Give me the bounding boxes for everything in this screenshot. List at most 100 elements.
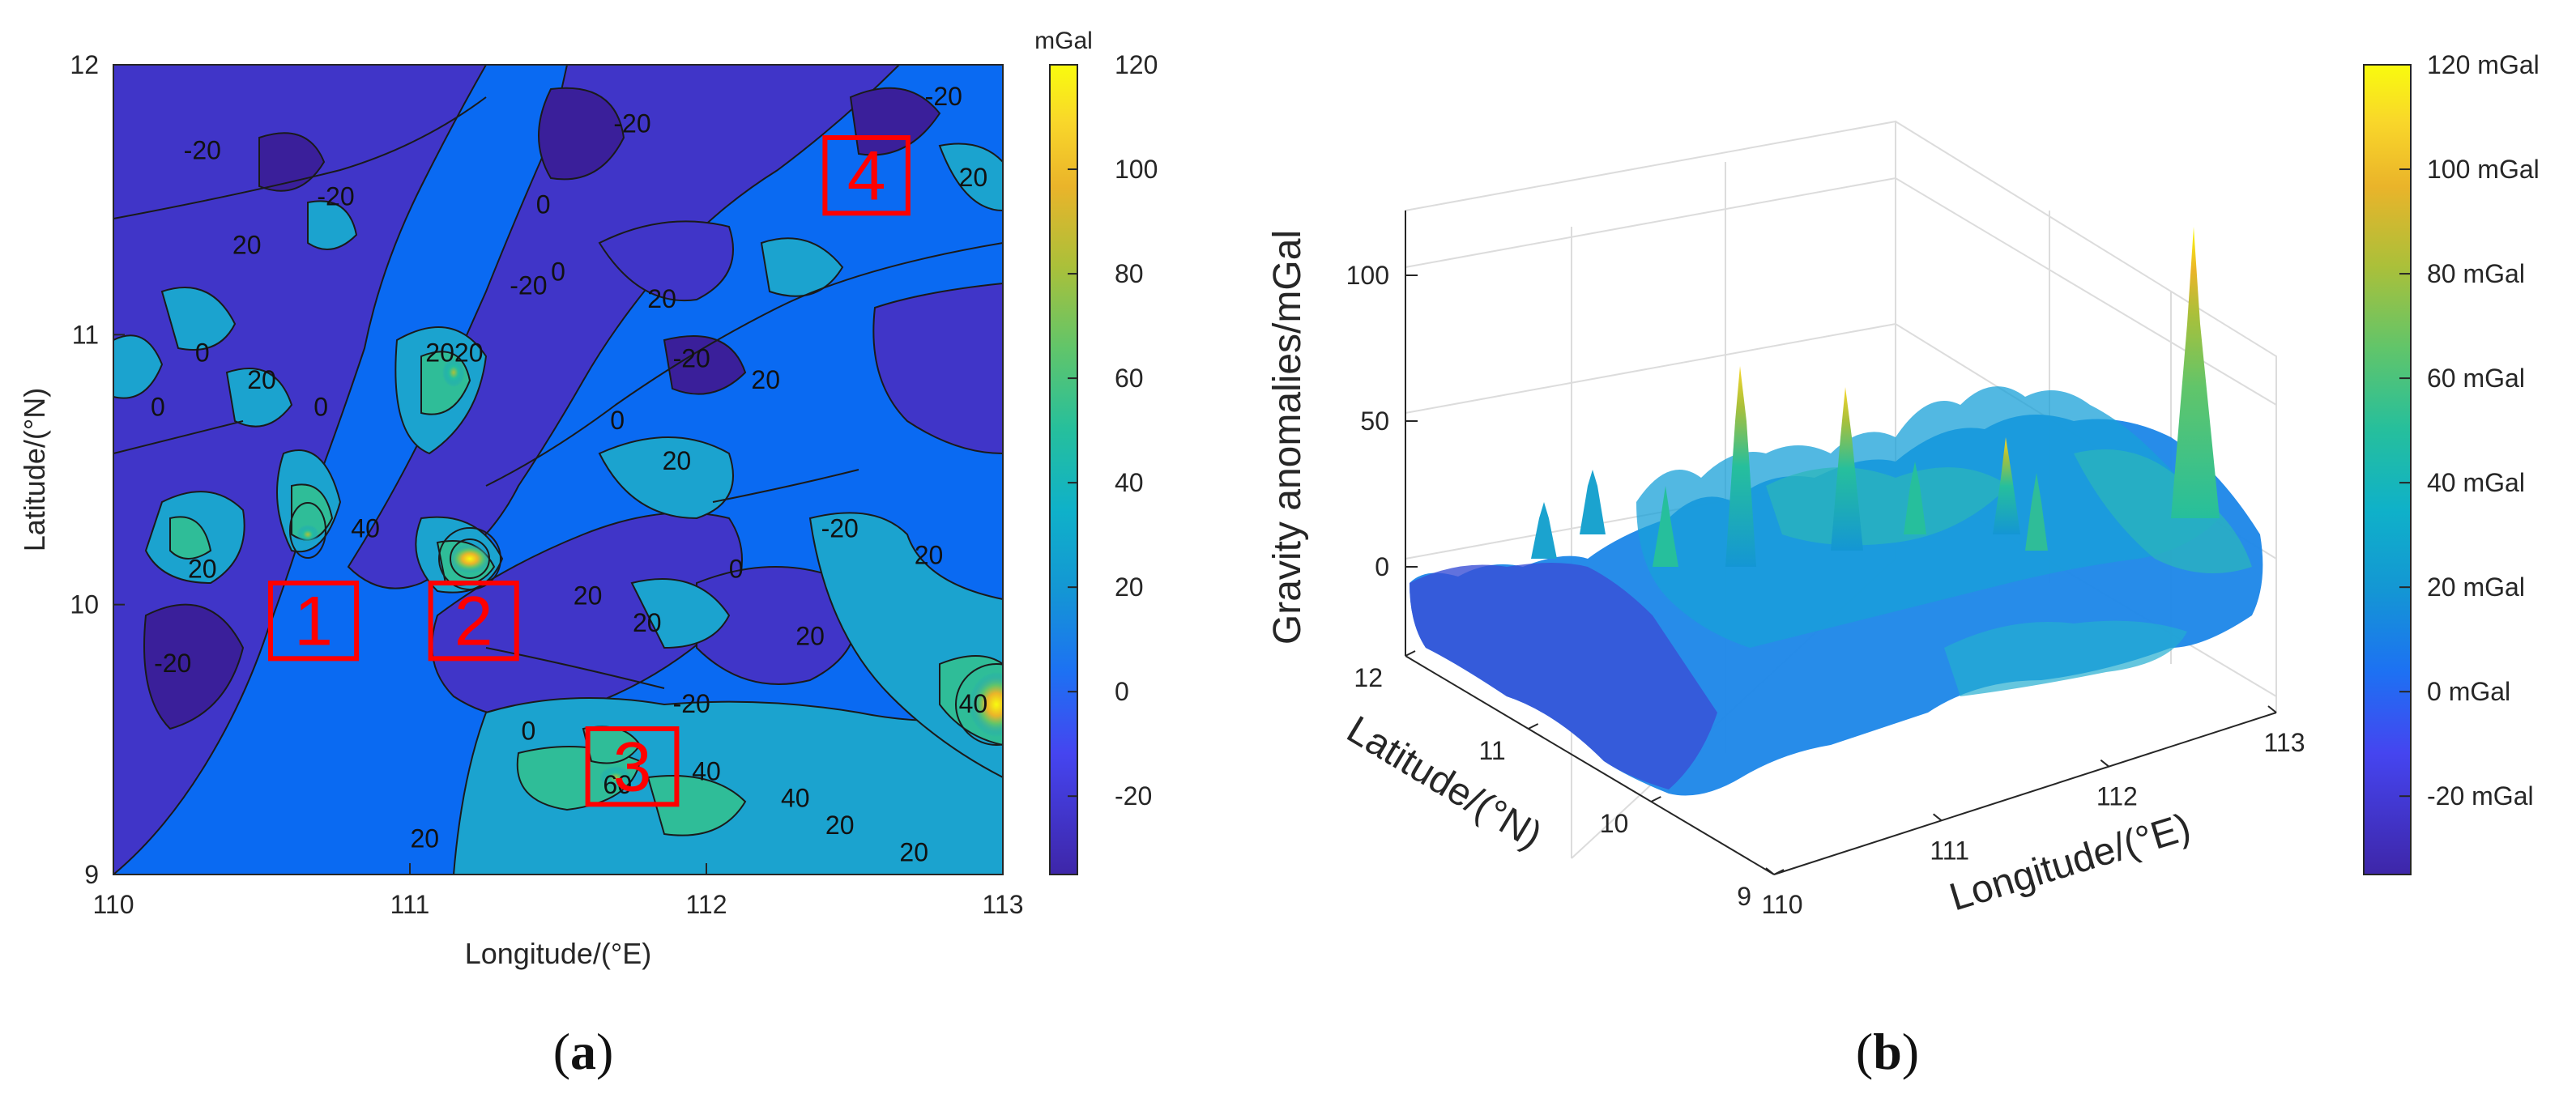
peak-west <box>296 525 319 544</box>
contour-label: 20 <box>751 365 780 394</box>
contour-label: 0 <box>522 716 536 745</box>
peak-box3 <box>599 766 632 789</box>
contour-label: -20 <box>510 270 547 300</box>
contour-label: 0 <box>195 338 210 368</box>
surface-y-tick-label: 9 <box>1737 882 1751 911</box>
map-y-axis-label: Latitude/(°N) <box>18 388 51 551</box>
surface-z-tick-label: 0 <box>1375 552 1389 581</box>
surface-y-tick-mark <box>1773 869 1785 875</box>
contour-label: 40 <box>351 513 380 543</box>
contour-label: -20 <box>317 181 354 211</box>
contour-label: -20 <box>925 82 962 111</box>
study-box-label: 4 <box>847 138 886 215</box>
study-box-label: 2 <box>454 583 493 661</box>
peak-east <box>969 672 1003 737</box>
map-colorbar-tick-label: 120 <box>1115 50 1158 79</box>
map-x-axis-label: Longitude/(°E) <box>465 937 652 970</box>
spike-mid <box>1993 437 2020 534</box>
contour-label: 20 <box>959 163 988 192</box>
panel-b-surface-plot: 0 50 100 9 10 11 12 110 111 112 113 Gravity anomal… <box>1266 50 2540 919</box>
surface-colorbar-tick-label: 100 mGal <box>2427 155 2540 184</box>
contour-label: 20 <box>188 554 217 583</box>
map-colorbar-tick-label: 60 <box>1115 364 1144 393</box>
map-colorbar-tick-label: 80 <box>1115 259 1144 288</box>
study-box-label: 1 <box>294 583 333 661</box>
contour-label: 20 <box>247 365 276 394</box>
study-box-layer: 1 2 3 4 <box>267 135 911 807</box>
surface-colorbar-tick-label: 80 mGal <box>2427 259 2525 288</box>
panel-b-caption: (b) <box>1856 1023 1919 1080</box>
surface-axis-ticks: 0 50 100 9 10 11 12 110 111 112 113 <box>1346 261 2305 919</box>
spike-box1 <box>1725 366 1756 567</box>
map-colorbar-tick-label: 20 <box>1115 572 1144 602</box>
contour-label: 60 <box>603 770 632 799</box>
surface-x-tick-label: 111 <box>1930 836 1969 865</box>
spike-mid4 <box>1904 462 1926 534</box>
surface-colorbar-tick-label: 20 mGal <box>2427 572 2525 602</box>
surface-x-axis-label: Longitude/(°E) <box>1945 806 2195 920</box>
surface-colorbar-tick-label: 120 mGal <box>2427 50 2540 79</box>
surface-x-tick-mark <box>2100 759 2109 768</box>
surface-y-tick-mark <box>1650 796 1661 802</box>
contour-label: 20 <box>232 230 262 259</box>
surface-colorbar-tick-label: -20 mGal <box>2427 781 2534 811</box>
contour-label: 40 <box>781 784 810 813</box>
contour-label: 20 <box>647 284 676 313</box>
surface-z-tick-label: 50 <box>1360 406 1389 436</box>
map-colorbar <box>1049 64 1078 875</box>
map-colorbar-ticks: -20 0 20 40 60 80 100 120 <box>1068 50 1158 811</box>
contour-label: 2020 <box>425 338 483 368</box>
study-box-label: 3 <box>613 729 652 806</box>
surface-y-axis-label: Latitude/(°N) <box>1340 708 1550 857</box>
contour-label: 20 <box>915 541 944 570</box>
surface-x-tick-mark <box>1933 813 1943 822</box>
contour-label: 20 <box>663 446 692 475</box>
map-y-tick-label: 10 <box>70 590 99 619</box>
study-box-2 <box>428 581 519 662</box>
contour-label: 20 <box>574 581 603 611</box>
contour-label: 20 <box>795 622 825 651</box>
map-colorbar-unit: mGal <box>1034 28 1093 54</box>
surface-colorbar-tick-label: 0 mGal <box>2427 677 2510 706</box>
contour-label: -20 <box>613 109 650 138</box>
contour-label: -20 <box>184 136 221 165</box>
surface-y-tick-label: 12 <box>1354 663 1383 692</box>
contour-label: 40 <box>959 689 988 718</box>
surface-y-tick-label: 11 <box>1478 736 1505 765</box>
surface-z-tick-label: 100 <box>1346 261 1389 290</box>
contour-label: 20 <box>633 608 662 637</box>
surface-colorbar <box>2363 64 2412 875</box>
contour-label: 0 <box>536 189 551 219</box>
spike-east <box>2171 227 2220 518</box>
contour-label: -20 <box>154 649 191 678</box>
map-x-tick-label: 112 <box>685 890 727 919</box>
contour-label: 20 <box>411 824 440 853</box>
surface-x-tick-label: 112 <box>2096 782 2138 811</box>
map-y-tick-label: 9 <box>84 860 99 889</box>
surface-colorbar-ticks: 120 mGal 100 mGal 80 mGal 60 mGal 40 mGal 20 … <box>2399 50 2540 811</box>
map-colorbar-tick-label: 0 <box>1115 677 1129 706</box>
contour-label: -20 <box>821 513 859 543</box>
peak-north <box>442 358 465 387</box>
map-colorbar-tick-label: -20 <box>1115 781 1152 811</box>
contour-label: 0 <box>551 257 565 287</box>
contour-label: 40 <box>692 756 721 785</box>
map-x-tick-label: 110 <box>92 890 134 919</box>
strong-negative-cores <box>143 87 941 730</box>
study-box-4 <box>822 135 911 216</box>
study-box-3 <box>585 726 680 807</box>
contour-label: 20 <box>825 811 855 840</box>
study-box-1 <box>267 581 360 662</box>
surface-x-tick-label: 113 <box>2263 728 2305 757</box>
surface-y-tick-label: 10 <box>1600 809 1629 838</box>
contour-field: -2020-20020004020-202020-2000-2020-20020… <box>113 65 1003 875</box>
contour-label-layer: -2020-20020004020-202020-2000-2020-20020… <box>151 82 987 866</box>
spike-mid3 <box>2025 473 2048 551</box>
surface-colorbar-tick-label: 40 mGal <box>2427 468 2525 497</box>
contour-label: 0 <box>313 392 328 421</box>
contour-label: -20 <box>673 689 710 718</box>
map-colorbar-tick-label: 100 <box>1115 155 1158 184</box>
contour-label: 0 <box>729 554 744 583</box>
